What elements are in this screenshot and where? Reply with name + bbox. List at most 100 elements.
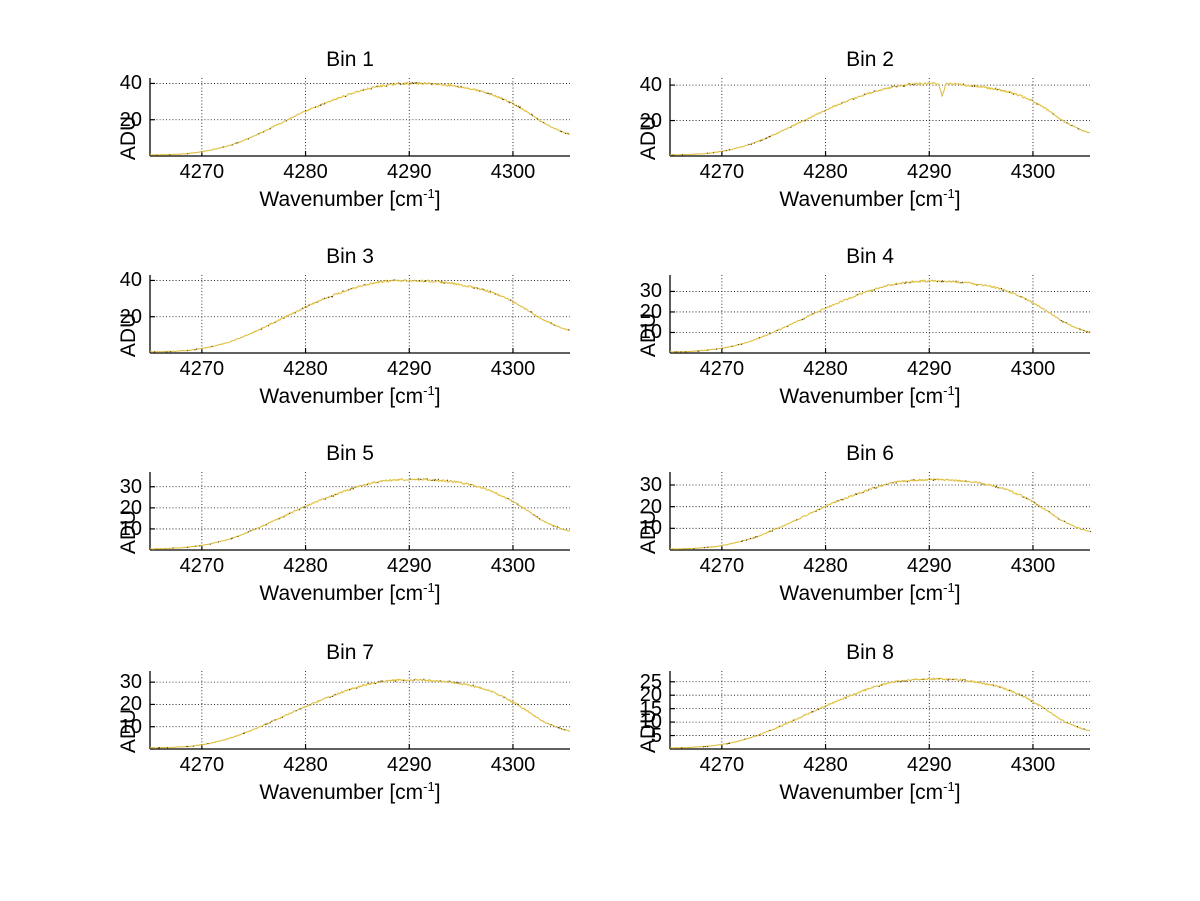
x-axis-label-text: Wavenumber [cm [779, 781, 944, 804]
x-tick-label: 4280 [283, 555, 328, 577]
spectrum-line [149, 278, 571, 353]
x-axis-label-text: Wavenumber [cm [779, 188, 944, 211]
x-tick-label: 4290 [907, 358, 952, 380]
x-tick-label: 4280 [283, 358, 328, 380]
x-tick-label-group: 4270 4280 4290 4300 [150, 357, 570, 383]
y-tick-label: 20 [639, 495, 662, 518]
y-tick-label: 20 [119, 108, 142, 131]
x-tick-label: 4270 [699, 555, 745, 577]
y-tick-label: 30 [119, 475, 142, 498]
x-tick-label: 4270 [699, 754, 745, 776]
spectrum-line [149, 678, 571, 749]
y-tick-label: 20 [639, 109, 662, 132]
plot-area [149, 671, 571, 750]
plot-area [669, 78, 1091, 157]
spectrum-line [669, 279, 1091, 353]
spectrum-line [669, 478, 1091, 550]
x-tick-label: 4300 [490, 161, 536, 183]
x-tick-label: 4280 [803, 358, 848, 380]
x-axis-label-exponent: -1 [943, 186, 955, 201]
axes-svg [149, 275, 571, 354]
subplot-title: Bin 2 [846, 48, 894, 71]
x-axis-label-exponent: -1 [943, 580, 955, 595]
y-tick-label: 40 [119, 269, 142, 292]
axes-svg [149, 671, 571, 750]
y-tick-label: 20 [119, 693, 142, 716]
x-tick-label: 4280 [803, 161, 848, 183]
x-axis-label: Wavenumber [cm-1] [610, 383, 1130, 409]
x-axis-label-tail: ] [954, 582, 961, 605]
x-tick-label: 4300 [1010, 358, 1056, 380]
x-tick-label: 4280 [283, 754, 328, 776]
x-axis-label-exponent: -1 [423, 186, 435, 201]
x-tick-label: 4290 [907, 754, 952, 776]
x-tick-label: 4300 [490, 555, 536, 577]
x-axis-label: Wavenumber [cm-1] [90, 186, 610, 212]
x-tick-label: 4280 [803, 754, 848, 776]
x-tick-label-group: 4270 4280 4290 4300 [150, 554, 570, 580]
y-tick-label: 10 [639, 517, 662, 540]
x-tick-label: 4270 [179, 161, 225, 183]
x-tick-label-group: 4270 4280 4290 4300 [670, 357, 1090, 383]
x-tick-label: 4300 [1010, 754, 1056, 776]
x-axis-label-text: Wavenumber [cm [259, 781, 424, 804]
y-tick-label: 30 [119, 671, 142, 694]
x-tick-label-group: 4270 4280 4290 4300 [150, 753, 570, 779]
x-axis-label: Wavenumber [cm-1] [90, 780, 610, 805]
x-tick-label-group: 4270 4280 4290 4300 [150, 160, 570, 186]
x-axis-label-tail: ] [954, 781, 961, 804]
plot-area [669, 671, 1091, 750]
x-tick-label: 4290 [387, 555, 432, 577]
x-axis-label-tail: ] [434, 188, 441, 211]
y-tick-label: 10 [639, 711, 662, 734]
x-axis-label-exponent: -1 [423, 580, 435, 595]
x-axis-label-tail: ] [954, 385, 961, 408]
x-axis-label-text: Wavenumber [cm [259, 582, 424, 605]
y-tick-label-group: 10 20 30 [90, 472, 146, 550]
subplot-title: Bin 4 [846, 245, 894, 268]
axes-svg [669, 275, 1091, 354]
y-tick-label: 20 [119, 305, 142, 328]
x-axis-label-text: Wavenumber [cm [779, 385, 944, 408]
spectrum-noise-markers [671, 83, 1079, 156]
subplot-bin-2: Bin 2 ADU 20 40 4270 4280 4290 4300 Wavenumber [… [610, 48, 1130, 248]
x-tick-label: 4290 [387, 754, 432, 776]
spectrum-noise-markers [172, 478, 558, 549]
x-tick-label: 4300 [1010, 555, 1056, 577]
y-tick-label: 20 [639, 300, 662, 323]
subplot-bin-7: Bin 7 ADU 10 20 30 4270 4280 4290 4300 Wavenumber… [90, 641, 610, 841]
y-tick-label: 15 [639, 697, 662, 720]
plot-area [149, 275, 571, 354]
y-tick-label: 5 [650, 724, 662, 747]
subplot-bin-4: Bin 4 ADU 10 20 30 4270 4280 4290 4300 Wavenumber… [610, 245, 1130, 445]
subplot-title: Bin 7 [326, 641, 374, 664]
spectrum-line [669, 82, 1091, 156]
x-tick-label-group: 4270 4280 4290 4300 [670, 554, 1090, 580]
y-tick-label: 10 [119, 517, 142, 540]
spectrum-noise-markers [158, 678, 566, 749]
x-tick-label: 4290 [907, 555, 952, 577]
x-axis-label-text: Wavenumber [cm [259, 385, 424, 408]
subplot-bin-5: Bin 5 ADU 10 20 30 4270 4280 4290 4300 Wavenumber… [90, 442, 610, 642]
x-tick-label-group: 4270 4280 4290 4300 [670, 160, 1090, 186]
axes-svg [149, 78, 571, 157]
subplot-bin-3: Bin 3 ADU 20 40 4270 4280 4290 4300 Wavenumber [… [90, 245, 610, 445]
spectrum-noise-markers [674, 280, 1091, 353]
plot-area [669, 472, 1091, 551]
x-tick-label: 4270 [179, 754, 225, 776]
x-axis-label-exponent: -1 [943, 383, 955, 398]
y-tick-label: 20 [119, 496, 142, 519]
y-tick-label-group: 5 10 15 20 25 [610, 671, 666, 749]
y-tick-label: 40 [639, 74, 662, 97]
y-tick-label: 30 [639, 474, 662, 496]
x-tick-label: 4290 [387, 358, 432, 380]
plot-area [149, 472, 571, 551]
axes-svg [669, 78, 1091, 157]
x-axis-label-tail: ] [434, 582, 441, 605]
x-tick-label: 4290 [387, 161, 432, 183]
y-tick-label: 20 [639, 684, 662, 707]
spectrum-line [149, 81, 571, 156]
spectrum-noise-markers [693, 478, 1091, 550]
x-axis-label-exponent: -1 [423, 383, 435, 398]
